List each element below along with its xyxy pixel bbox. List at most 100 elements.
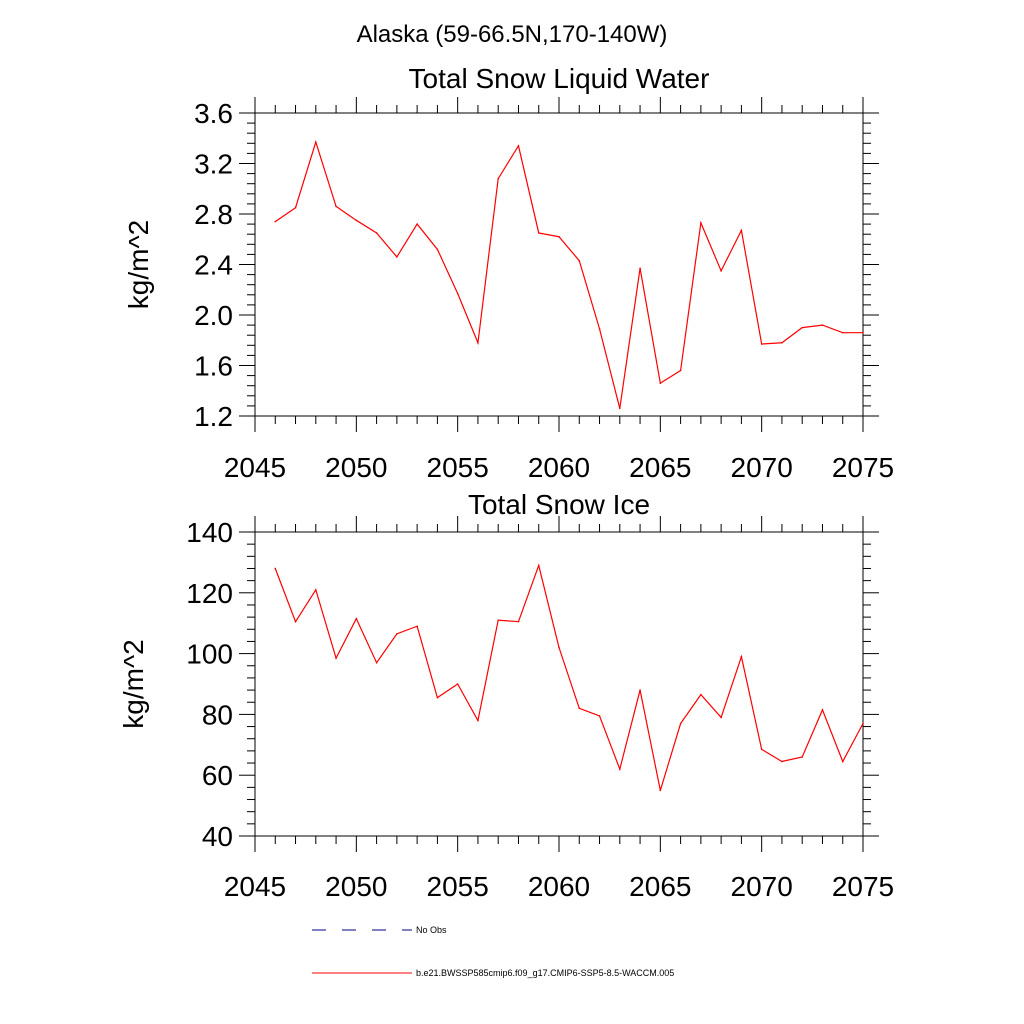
data-point	[456, 683, 459, 685]
data-point	[436, 696, 439, 699]
data-point	[720, 270, 722, 272]
data-point	[517, 145, 520, 147]
data-point	[578, 707, 581, 710]
data-point	[801, 326, 803, 329]
data-point	[781, 341, 783, 344]
y-tick-label: 2.8	[194, 199, 233, 230]
data-point	[335, 205, 337, 208]
data-point	[659, 382, 662, 384]
y-tick-label: 1.6	[194, 351, 233, 382]
y-tick-label: 2.0	[194, 300, 233, 331]
y-tick-label: 140	[186, 517, 233, 548]
data-point	[720, 716, 722, 719]
data-point	[416, 223, 418, 225]
x-tick-label: 2065	[629, 871, 691, 902]
data-point	[740, 229, 743, 232]
data-point	[598, 715, 601, 717]
data-point	[294, 620, 297, 623]
y-tick-label: 3.2	[194, 149, 233, 180]
chart-title: Total Snow Liquid Water	[409, 63, 710, 94]
x-tick-label: 2050	[325, 871, 387, 902]
data-point	[619, 768, 621, 770]
y-tick-label: 1.2	[194, 401, 233, 432]
data-point	[841, 760, 844, 763]
data-point	[821, 709, 824, 711]
data-point	[639, 689, 641, 691]
main-title: Alaska (59-66.5N,170-140W)	[357, 21, 668, 48]
data-point	[497, 177, 500, 180]
data-point	[517, 620, 520, 623]
x-tick-label: 2070	[731, 452, 793, 483]
data-point	[375, 661, 378, 664]
panel-snow-liquid-water: Total Snow Liquid Water kg/m^2 2045 2050 205…	[123, 63, 894, 483]
x-tick-label: 2070	[731, 871, 793, 902]
x-tick-label: 2050	[325, 452, 387, 483]
data-point	[558, 235, 560, 238]
legend: No Obs b.e21.BWSSP585cmip6.f09_g17.CMIP6…	[312, 925, 674, 978]
chart-title: Total Snow Ice	[468, 489, 650, 520]
data-point	[841, 331, 844, 334]
y-tick-label: 60	[202, 760, 233, 791]
y-tick-label: 100	[186, 639, 233, 670]
data-point	[558, 646, 560, 649]
plot-frame	[254, 112, 864, 417]
data-point	[274, 567, 277, 570]
data-point	[416, 625, 418, 628]
legend-label-model: b.e21.BWSSP585cmip6.f09_g17.CMIP6-SSP5-8…	[416, 968, 674, 978]
y-tick-label: 3.6	[194, 98, 233, 129]
data-point	[477, 341, 479, 344]
data-point	[700, 693, 702, 696]
data-point	[781, 760, 783, 763]
data-point	[274, 220, 277, 223]
y-axis-label: kg/m^2	[123, 220, 154, 309]
x-tick-label: 2065	[629, 452, 691, 483]
data-point	[679, 369, 682, 372]
data-point	[659, 789, 662, 792]
y-tick-label: 40	[202, 821, 233, 852]
data-point	[760, 343, 763, 345]
data-point	[537, 564, 540, 567]
data-point	[294, 206, 297, 209]
data-point	[355, 219, 358, 222]
data-point	[679, 722, 682, 725]
data-point	[396, 633, 398, 635]
x-tick-label: 2055	[427, 871, 489, 902]
data-point	[801, 756, 803, 758]
data-point	[477, 719, 479, 722]
x-tick-label: 2045	[224, 452, 286, 483]
data-point	[355, 617, 358, 620]
data-point	[436, 248, 439, 251]
x-tick-label: 2075	[832, 452, 894, 483]
x-tick-label: 2045	[224, 871, 286, 902]
series-line	[274, 563, 864, 791]
data-point	[315, 141, 317, 143]
y-tick-label: 2.4	[194, 250, 233, 281]
data-point	[619, 407, 621, 410]
panel-snow-ice: Total Snow Ice kg/m^2 2045 2050 2055 2060 2065…	[118, 489, 894, 902]
plot-frame	[254, 531, 864, 837]
data-point	[598, 328, 601, 330]
data-point	[335, 657, 337, 659]
y-tick-label: 120	[186, 578, 233, 609]
data-point	[740, 655, 743, 658]
data-point	[862, 331, 864, 334]
data-point	[578, 259, 581, 262]
y-tick-label: 80	[202, 699, 233, 730]
y-axis-label: kg/m^2	[118, 639, 149, 728]
series-line	[274, 140, 863, 409]
data-point	[315, 588, 317, 591]
data-point	[639, 267, 641, 270]
data-point	[396, 256, 398, 258]
data-point	[700, 222, 702, 224]
x-tick-label: 2060	[528, 452, 590, 483]
legend-label-no-obs: No Obs	[416, 925, 447, 935]
data-point	[821, 324, 824, 326]
data-point	[760, 748, 763, 751]
data-point	[456, 292, 459, 295]
data-point	[862, 722, 864, 725]
x-tick-label: 2075	[832, 871, 894, 902]
x-tick-label: 2060	[528, 871, 590, 902]
data-point	[537, 232, 540, 234]
data-point	[497, 619, 500, 621]
